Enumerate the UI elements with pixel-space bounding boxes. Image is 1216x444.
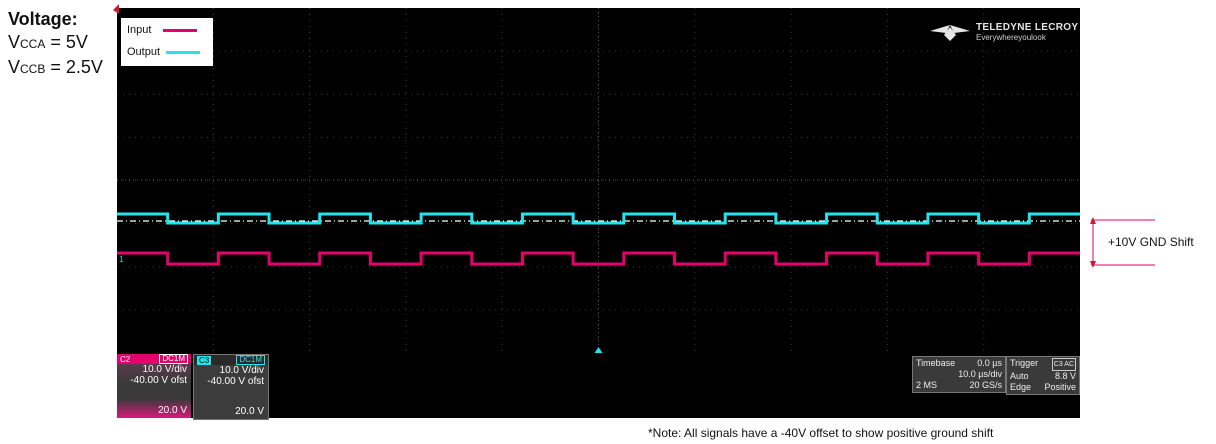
waveform-legend: Input Output	[121, 18, 213, 66]
legend-output-swatch	[166, 50, 201, 54]
channel-c2-footer: 20.0 V	[158, 405, 187, 416]
legend-input-label: Input	[127, 24, 152, 36]
brand-text: TELEDYNE LECROY Everywhereyoulook	[976, 22, 1078, 43]
trigger-position-marker	[594, 347, 603, 353]
channel-c2-coupling: DC1M	[159, 354, 188, 364]
channel-c3-header: C3 DC1M	[194, 355, 268, 365]
corner-marker-icon	[113, 4, 119, 14]
timebase-rate: 20 GS/s	[969, 380, 1002, 390]
channel-c2-panel[interactable]: C2 DC1M 10.0 V/div -40.00 V ofst 20.0 V	[117, 354, 191, 418]
trigger-header: Trigger C3 AC	[1010, 358, 1076, 371]
ground-marker: 1	[119, 255, 124, 264]
timebase-sampling: 2 MS 20 GS/s	[916, 380, 1002, 391]
vccb-prefix: V	[8, 57, 21, 77]
legend-input: Input	[127, 24, 198, 36]
vcca-line: VCCA = 5V	[8, 31, 103, 56]
brand-name: TELEDYNE LECROY	[976, 22, 1079, 33]
vcca-value: = 5V	[45, 32, 88, 52]
voltage-info: Voltage: VCCA = 5V VCCB = 2.5V	[8, 8, 103, 81]
input-waveform	[117, 251, 1080, 266]
trigger-type-row: Edge Positive	[1010, 382, 1076, 393]
voltage-title: Voltage:	[8, 9, 78, 29]
channel-c3-coupling: DC1M	[236, 355, 265, 365]
brand-logo: TELEDYNE LECROY Everywhereyoulook	[930, 22, 1078, 43]
vccb-subscript: CCB	[20, 62, 46, 76]
gnd-shift-bracket	[1090, 217, 1155, 268]
brand-tagline: Everywhereyoulook	[976, 33, 1046, 42]
trigger-level: 8.8 V	[1054, 371, 1076, 381]
channel-c2-offset: -40.00 V ofst	[130, 375, 187, 386]
waveform-plot	[117, 8, 1080, 353]
channel-c3-footer: 20.0 V	[235, 406, 264, 417]
timebase-label: Timebase	[916, 358, 956, 368]
oscilloscope-display	[117, 8, 1080, 418]
vcca-subscript: CCA	[20, 37, 46, 51]
vcca-prefix: V	[8, 32, 21, 52]
teledyne-logo-icon	[930, 24, 970, 41]
channel-c3-panel[interactable]: C3 DC1M 10.0 V/div -40.00 V ofst 20.0 V	[193, 354, 269, 420]
timebase-per-div: 10.0 µs/div	[958, 369, 1002, 379]
channel-c2-vdiv: 10.0 V/div	[142, 364, 187, 375]
timebase-samples: 2 MS	[916, 380, 938, 390]
gnd-shift-label: +10V GND Shift	[1108, 235, 1194, 249]
trigger-panel[interactable]: Trigger C3 AC Auto 8.8 V Edge Positive	[1006, 356, 1080, 395]
channel-c3-vdiv: 10.0 V/div	[219, 365, 264, 376]
trigger-slope: Positive	[1044, 382, 1076, 392]
trigger-tags: C3 AC	[1051, 358, 1076, 371]
channel-c2-id: C2	[120, 354, 131, 364]
vccb-value: = 2.5V	[45, 57, 103, 77]
offset-note: *Note: All signals have a -40V offset to…	[648, 426, 994, 440]
timebase-delay: 0.0 µs	[977, 358, 1002, 368]
timebase-header: Timebase 0.0 µs	[916, 358, 1002, 369]
trigger-label: Trigger	[1010, 358, 1039, 368]
trigger-type: Edge	[1010, 382, 1032, 392]
timebase-panel[interactable]: Timebase 0.0 µs 10.0 µs/div 2 MS 20 GS/s	[912, 356, 1006, 393]
legend-output: Output	[127, 46, 201, 58]
channel-c2-header: C2 DC1M	[117, 354, 191, 364]
channel-c3-id: C3	[197, 355, 212, 365]
channel-c3-offset: -40.00 V ofst	[207, 376, 264, 387]
trigger-mode: Auto	[1010, 371, 1029, 381]
output-waveform	[117, 212, 1080, 225]
trigger-mode-row: Auto 8.8 V	[1010, 371, 1076, 382]
legend-input-swatch	[163, 28, 198, 32]
legend-output-label: Output	[127, 46, 161, 58]
vccb-line: VCCB = 2.5V	[8, 56, 103, 81]
